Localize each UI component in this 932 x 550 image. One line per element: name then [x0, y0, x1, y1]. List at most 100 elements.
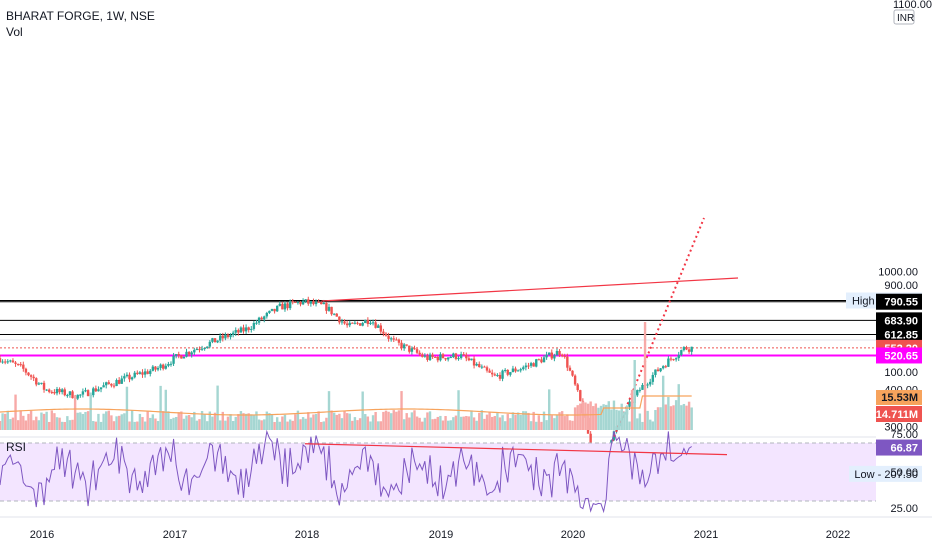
- volume-bar: [60, 421, 64, 430]
- candle-body: [136, 372, 139, 374]
- volume-bar: [299, 419, 302, 430]
- candle-body: [457, 358, 460, 360]
- candle-body: [29, 375, 33, 377]
- volume-bar: [255, 411, 258, 430]
- candle-body: [498, 374, 502, 379]
- candle-body: [265, 312, 269, 317]
- candle-body: [278, 303, 281, 306]
- chart-title: BHARAT FORGE, 1W, NSE: [6, 9, 155, 23]
- candle-body: [257, 317, 261, 323]
- volume-bar: [395, 411, 398, 430]
- volume-bar: [27, 413, 30, 430]
- volume-bar: [405, 413, 408, 430]
- candle-body: [361, 322, 364, 326]
- volume-bar: [172, 417, 175, 430]
- candle-body: [379, 325, 383, 332]
- volume-bar: [519, 414, 522, 430]
- candle-body: [397, 339, 401, 343]
- candle-body: [260, 317, 263, 320]
- candle-body: [102, 385, 105, 388]
- volume-bar: [325, 417, 328, 430]
- volume-bar: [275, 417, 279, 430]
- candle-body: [667, 358, 670, 367]
- candle-body: [330, 306, 333, 315]
- candle-body: [351, 322, 354, 324]
- candle-body: [449, 357, 452, 359]
- candle-body: [348, 322, 351, 326]
- candle-body: [275, 305, 279, 312]
- volume-bar: [35, 416, 38, 430]
- candle-body: [563, 355, 566, 357]
- volume-bar: [586, 403, 590, 430]
- volume-bar: [247, 413, 250, 430]
- candle-body: [156, 367, 160, 370]
- candle-body: [542, 357, 546, 363]
- candle-body: [99, 387, 103, 390]
- candle-body: [115, 380, 118, 387]
- volume-bar: [548, 389, 551, 430]
- candle-body: [146, 371, 149, 374]
- candle-body: [576, 384, 579, 391]
- candle-body: [211, 338, 214, 342]
- candle-body: [472, 358, 476, 366]
- candle-body: [322, 302, 326, 305]
- candle-body: [374, 322, 377, 328]
- candle-body: [247, 327, 250, 330]
- candle-body: [203, 347, 206, 349]
- volume-bar: [566, 414, 569, 430]
- candle-body: [558, 351, 561, 355]
- candle-body: [392, 338, 395, 340]
- candle-body: [345, 323, 349, 326]
- volume-bar: [379, 421, 383, 430]
- candle-body: [568, 367, 572, 371]
- candle-body: [304, 299, 307, 301]
- candle-body: [470, 358, 473, 361]
- candle-body: [636, 390, 639, 396]
- volume-bar: [524, 411, 528, 430]
- candle-body: [125, 374, 129, 377]
- time-axis-label: 2022: [826, 529, 850, 541]
- candle-body: [53, 392, 56, 394]
- candle-body: [436, 356, 440, 361]
- candle-body: [40, 382, 43, 384]
- candle-body: [239, 327, 243, 333]
- volume-bar: [154, 418, 157, 430]
- candle-body: [540, 359, 543, 363]
- candle-body: [110, 383, 113, 386]
- rsi-value-badge: [876, 439, 922, 456]
- volume-bar: [529, 421, 533, 430]
- candle-body: [656, 369, 660, 372]
- volume-bar: [159, 385, 162, 430]
- candle-body: [317, 301, 320, 303]
- volume-bar: [478, 412, 481, 430]
- candle-body: [452, 353, 455, 358]
- volume-bar: [206, 421, 209, 430]
- volume-bar: [125, 386, 129, 430]
- volume-bar: [452, 417, 455, 430]
- candle-body: [105, 382, 108, 386]
- time-axis-label: 2018: [295, 529, 319, 541]
- volume-bar: [322, 421, 326, 430]
- candle-body: [501, 370, 504, 379]
- volume-bar: [84, 411, 87, 430]
- candle-body: [687, 349, 691, 352]
- candle-body: [371, 322, 375, 324]
- candle-body: [646, 384, 649, 386]
- candle-body: [548, 352, 551, 355]
- candle-body: [480, 366, 484, 368]
- level-badge: [876, 326, 922, 343]
- volume-bar: [244, 413, 248, 430]
- candle-body: [669, 358, 673, 360]
- candle-body: [415, 349, 419, 353]
- volume-bar: [584, 402, 587, 430]
- candle-body: [143, 371, 147, 375]
- volume-bar: [9, 419, 12, 430]
- volume-bar: [659, 407, 662, 430]
- volume-bar: [29, 410, 33, 430]
- candle-body: [405, 344, 408, 346]
- volume-bar: [278, 421, 281, 430]
- rsi-line: [0, 429, 692, 514]
- volume-bar: [120, 414, 123, 430]
- volume-bar: [550, 415, 553, 430]
